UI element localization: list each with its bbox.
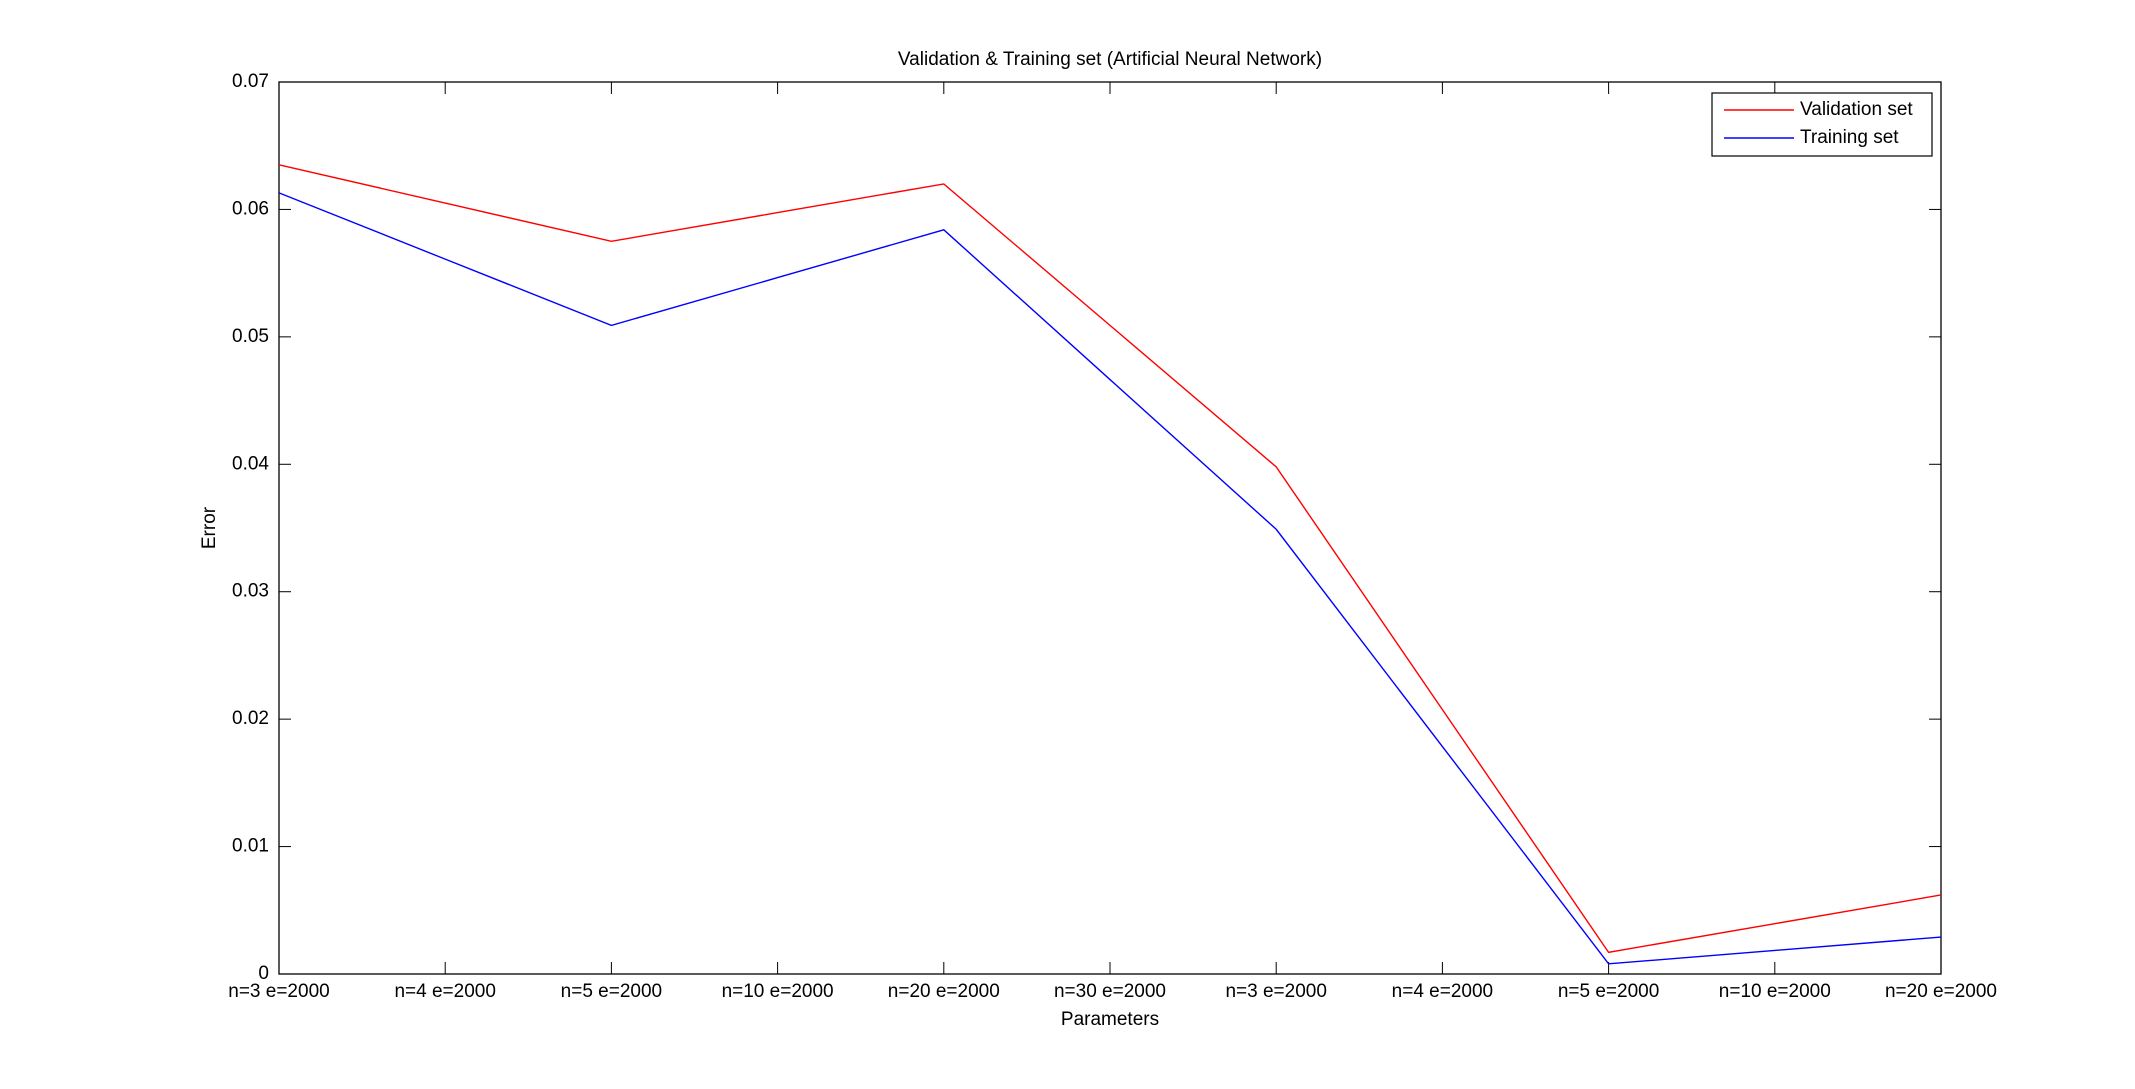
x-tick-label: n=4 e=2000 xyxy=(1392,981,1493,1002)
legend-box xyxy=(1711,92,1933,157)
y-tick-label: 0 xyxy=(258,963,269,984)
x-tick-label: n=4 e=2000 xyxy=(394,981,495,1002)
chart-title: Validation & Training set (Artificial Ne… xyxy=(898,49,1322,70)
y-tick-label: 0.06 xyxy=(232,198,269,219)
x-axis-label: Parameters xyxy=(1061,1009,1159,1030)
line-series xyxy=(278,164,1942,954)
x-tick-label: n=30 e=2000 xyxy=(1054,981,1166,1002)
y-tick-label: 0.01 xyxy=(232,836,269,857)
y-tick-label: 0.04 xyxy=(232,453,269,474)
x-tick-label: n=20 e=2000 xyxy=(888,981,1000,1002)
y-axis-label: Error xyxy=(199,506,220,549)
legend-label: Training set xyxy=(1800,127,1899,148)
x-tick-label: n=10 e=2000 xyxy=(722,981,834,1002)
y-tick-label: 0.03 xyxy=(232,581,269,602)
x-tick-label: n=20 e=2000 xyxy=(1885,981,1997,1002)
line-series xyxy=(278,192,1942,965)
y-tick-label: 0.07 xyxy=(232,71,269,92)
plot-frame xyxy=(278,81,1942,975)
x-tick-label: n=3 e=2000 xyxy=(1225,981,1326,1002)
x-tick-label: n=3 e=2000 xyxy=(228,981,329,1002)
y-tick-label: 0.02 xyxy=(232,708,269,729)
x-tick-label: n=5 e=2000 xyxy=(561,981,662,1002)
x-tick-label: n=10 e=2000 xyxy=(1719,981,1831,1002)
legend-label: Validation set xyxy=(1800,99,1913,120)
y-tick-label: 0.05 xyxy=(232,326,269,347)
x-tick-label: n=5 e=2000 xyxy=(1558,981,1659,1002)
